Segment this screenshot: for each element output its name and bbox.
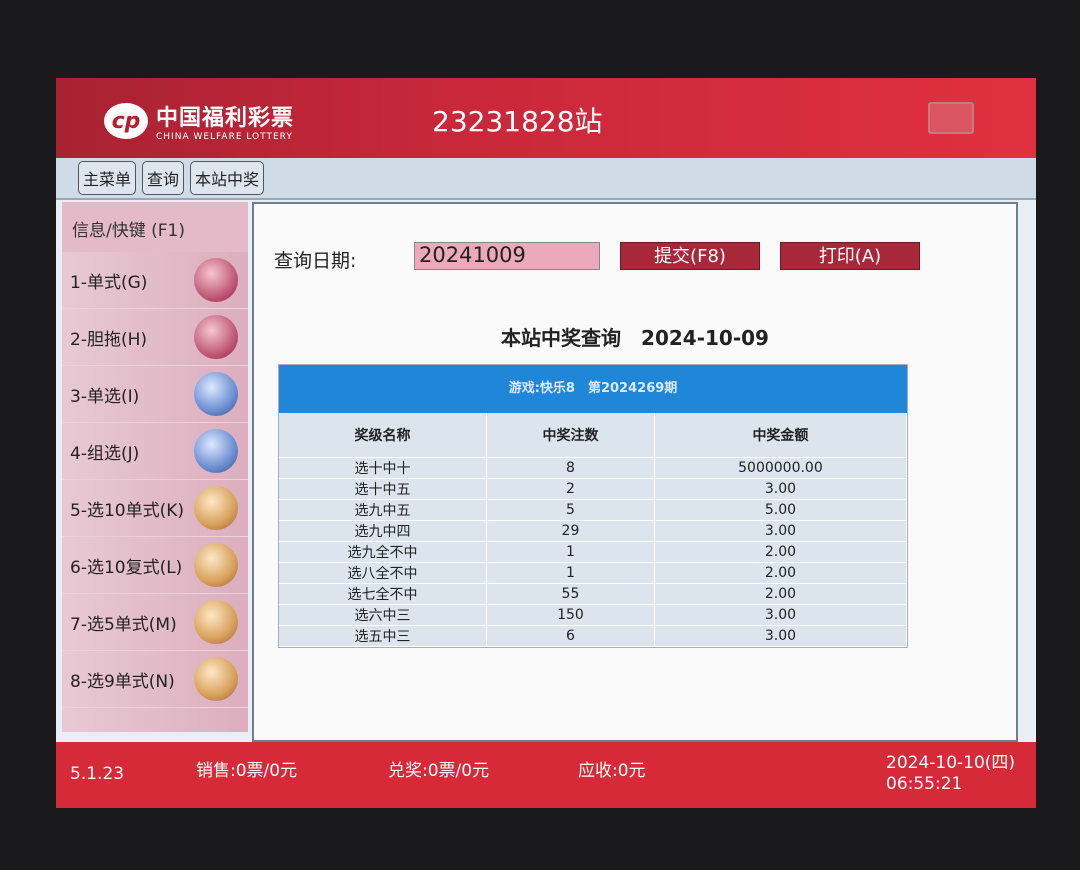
query-date-label: 查询日期: — [274, 250, 357, 272]
sidebar-item-label: 4-组选(J) — [70, 443, 140, 464]
column-header: 奖级名称 — [279, 413, 488, 458]
table-row: 选七全不中 55 2.00 — [279, 583, 908, 605]
winning-count: 1 — [486, 562, 655, 584]
kl8-ball-icon — [194, 486, 238, 530]
sidebar-item[interactable]: 7-选5单式(M) — [62, 594, 248, 651]
print-button[interactable]: 打印(A) — [780, 242, 920, 270]
winning-count: 6 — [486, 625, 655, 647]
prize-level: 选八全不中 — [279, 562, 488, 584]
prize-amount: 3.00 — [654, 478, 908, 500]
ssq-ball-icon — [194, 258, 238, 302]
prize-amount: 3.00 — [654, 520, 908, 542]
sidebar-item[interactable]: 2-胆拖(H) — [62, 309, 248, 366]
table-row: 选八全不中 1 2.00 — [279, 562, 908, 584]
sidebar: 信息/快键 (F1) 1-单式(G) 2-胆拖(H) 3-单选(I) 4-组选(… — [62, 202, 248, 732]
sidebar-item[interactable]: 6-选10复式(L) — [62, 537, 248, 594]
nav-main-menu[interactable]: 主菜单 — [78, 161, 137, 195]
logo-subtext: CHINA WELFARE LOTTERY — [156, 132, 293, 142]
prize-amount: 2.00 — [654, 562, 908, 584]
prize-amount: 5000000.00 — [654, 457, 908, 479]
prize-level: 选十中十 — [279, 457, 488, 479]
winning-count: 29 — [486, 520, 655, 542]
table-row: 选十中十 8 5000000.00 — [279, 457, 908, 479]
sidebar-item-label: 6-选10复式(L) — [70, 557, 183, 578]
3d-ball-icon — [194, 429, 238, 473]
prize-amount: 3.00 — [654, 604, 908, 626]
status-bar: 5.1.23 销售:0票/0元 兑奖:0票/0元 应收:0元 2024-10-1… — [56, 742, 1036, 808]
winning-count: 1 — [486, 541, 655, 563]
version: 5.1.23 — [70, 764, 125, 784]
table-row: 选九中五 5 5.00 — [279, 499, 908, 521]
sales-summary: 销售:0票/0元 — [196, 761, 298, 781]
prize-level: 选七全不中 — [279, 583, 488, 605]
prize-amount: 2.00 — [654, 583, 908, 605]
table-row: 选九全不中 1 2.00 — [279, 541, 908, 563]
nav-query[interactable]: 查询 — [142, 161, 185, 195]
sidebar-item-label: 8-选9单式(N) — [70, 671, 175, 692]
winning-count: 2 — [486, 478, 655, 500]
sidebar-header[interactable]: 信息/快键 (F1) — [62, 202, 248, 252]
sidebar-item[interactable]: 4-组选(J) — [62, 423, 248, 480]
kl8-ball-icon — [194, 657, 238, 701]
kl8-ball-icon — [194, 543, 238, 587]
sidebar-item[interactable]: 3-单选(I) — [62, 366, 248, 423]
column-header: 中奖金额 — [654, 413, 908, 458]
result-table: 游戏:快乐8 第2024269期 奖级名称 中奖注数 中奖金额 选十中十 8 500… — [278, 364, 908, 648]
result-title: 本站中奖查询 2024-10-09 — [501, 326, 769, 350]
receivable-summary: 应收:0元 — [578, 761, 646, 781]
date: 2024-10-10(四) — [886, 753, 1016, 773]
time: 06:55:21 — [886, 774, 963, 794]
query-date-input[interactable]: 20241009 — [414, 242, 600, 270]
submit-button[interactable]: 提交(F8) — [620, 242, 760, 270]
sidebar-item-label: 3-单选(I) — [70, 386, 140, 407]
logo-text: 中国福利彩票 — [156, 106, 295, 131]
ssq-ball-icon — [194, 315, 238, 359]
station-id: 23231828站 — [432, 105, 603, 138]
game-period-band: 游戏:快乐8 第2024269期 — [279, 365, 907, 413]
kl8-ball-icon — [194, 600, 238, 644]
lottery-logo-icon: cp — [104, 103, 148, 139]
prize-level: 选六中三 — [279, 604, 488, 626]
prize-level: 选九全不中 — [279, 541, 488, 563]
prize-level: 选九中四 — [279, 520, 488, 542]
prize-amount: 5.00 — [654, 499, 908, 521]
winning-count: 55 — [486, 583, 655, 605]
sidebar-item-label: 7-选5单式(M) — [70, 614, 177, 635]
sidebar-item-label: 2-胆拖(H) — [70, 329, 147, 350]
header: cp 中国福利彩票 CHINA WELFARE LOTTERY 23231828… — [56, 78, 1036, 158]
3d-ball-icon — [194, 372, 238, 416]
prize-level: 选五中三 — [279, 625, 488, 647]
keyboard-icon[interactable] — [928, 102, 974, 134]
winning-count: 8 — [486, 457, 655, 479]
sidebar-item-label: 5-选10单式(K) — [70, 500, 184, 521]
sidebar-item[interactable]: 1-单式(G) — [62, 252, 248, 309]
lottery-terminal-screen: cp 中国福利彩票 CHINA WELFARE LOTTERY 23231828… — [56, 78, 1036, 808]
table-row: 选十中五 2 3.00 — [279, 478, 908, 500]
nav-station-wins[interactable]: 本站中奖 — [190, 161, 265, 195]
prize-amount: 2.00 — [654, 541, 908, 563]
winning-count: 5 — [486, 499, 655, 521]
prize-level: 选十中五 — [279, 478, 488, 500]
table-row: 选九中四 29 3.00 — [279, 520, 908, 542]
breadcrumb-nav: 主菜单 查询 本站中奖 — [56, 158, 1036, 200]
table-row: 选五中三 6 3.00 — [279, 625, 908, 647]
winning-count: 150 — [486, 604, 655, 626]
table-row: 选六中三 150 3.00 — [279, 604, 908, 626]
prize-level: 选九中五 — [279, 499, 488, 521]
redeem-summary: 兑奖:0票/0元 — [388, 761, 490, 781]
sidebar-item[interactable]: 8-选9单式(N) — [62, 651, 248, 708]
column-header: 中奖注数 — [486, 413, 655, 458]
prize-amount: 3.00 — [654, 625, 908, 647]
main-panel: 查询日期: 20241009 提交(F8) 打印(A) 本站中奖查询 2024-… — [252, 202, 1018, 742]
sidebar-item-label: 1-单式(G) — [70, 272, 148, 293]
sidebar-item[interactable]: 5-选10单式(K) — [62, 480, 248, 537]
logo: cp 中国福利彩票 CHINA WELFARE LOTTERY — [104, 100, 294, 142]
